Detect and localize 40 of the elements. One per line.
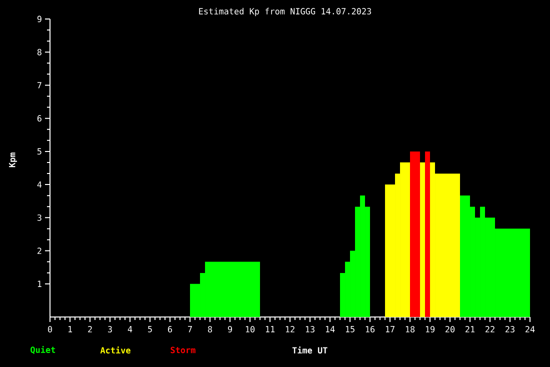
y-tick-label: 3 bbox=[37, 214, 42, 221]
chart-title: Estimated Kp from NIGGG 14.07.2023 bbox=[199, 8, 372, 16]
y-tick-label: 5 bbox=[37, 148, 42, 155]
y-axis-title: Kpm bbox=[9, 152, 17, 168]
y-tick-label: 9 bbox=[37, 16, 42, 22]
x-tick-label: 13 bbox=[306, 326, 314, 332]
x-tick-label: 0 bbox=[48, 326, 52, 332]
x-tick-label: 6 bbox=[168, 326, 172, 332]
x-tick-label: 21 bbox=[466, 326, 475, 332]
text: Quiet bbox=[30, 346, 56, 354]
y-tick-label: 2 bbox=[38, 248, 42, 254]
y-tick-label: 1 bbox=[38, 280, 42, 287]
x-tick-label: 22 bbox=[486, 326, 494, 332]
x-tick-label: 17 bbox=[386, 326, 394, 332]
x-tick-label: 2 bbox=[88, 326, 92, 332]
x-tick-label: 12 bbox=[286, 326, 294, 332]
x-tick-label: 14 bbox=[326, 326, 335, 332]
y-tick-label: 7 bbox=[37, 82, 42, 88]
x-tick-label: 19 bbox=[426, 326, 435, 332]
x-tick-label: 20 bbox=[446, 326, 455, 332]
x-tick-label: 24 bbox=[526, 326, 535, 332]
x-tick-label: 18 bbox=[406, 326, 415, 332]
text: Active bbox=[100, 346, 130, 354]
x-tick-label: 11 bbox=[266, 326, 275, 332]
x-axis-title: Time UT bbox=[292, 346, 328, 354]
x-tick-label: 8 bbox=[208, 326, 212, 332]
y-tick-label: 8 bbox=[37, 48, 42, 56]
x-tick-label: 7 bbox=[188, 326, 192, 332]
x-tick-label: 15 bbox=[346, 326, 354, 332]
x-tick-label: 4 bbox=[128, 326, 132, 332]
x-tick-label: 1 bbox=[68, 326, 72, 332]
x-tick-label: 16 bbox=[366, 326, 375, 332]
text: Storm bbox=[170, 346, 196, 354]
x-tick-label: 9 bbox=[228, 326, 232, 332]
y-tick-label: 4 bbox=[37, 181, 42, 188]
x-tick-label: 5 bbox=[148, 326, 152, 332]
x-tick-label: 10 bbox=[246, 326, 255, 332]
x-tick-label: 3 bbox=[108, 326, 112, 332]
y-tick-label: 6 bbox=[37, 115, 42, 122]
x-tick-label: 23 bbox=[506, 326, 514, 332]
